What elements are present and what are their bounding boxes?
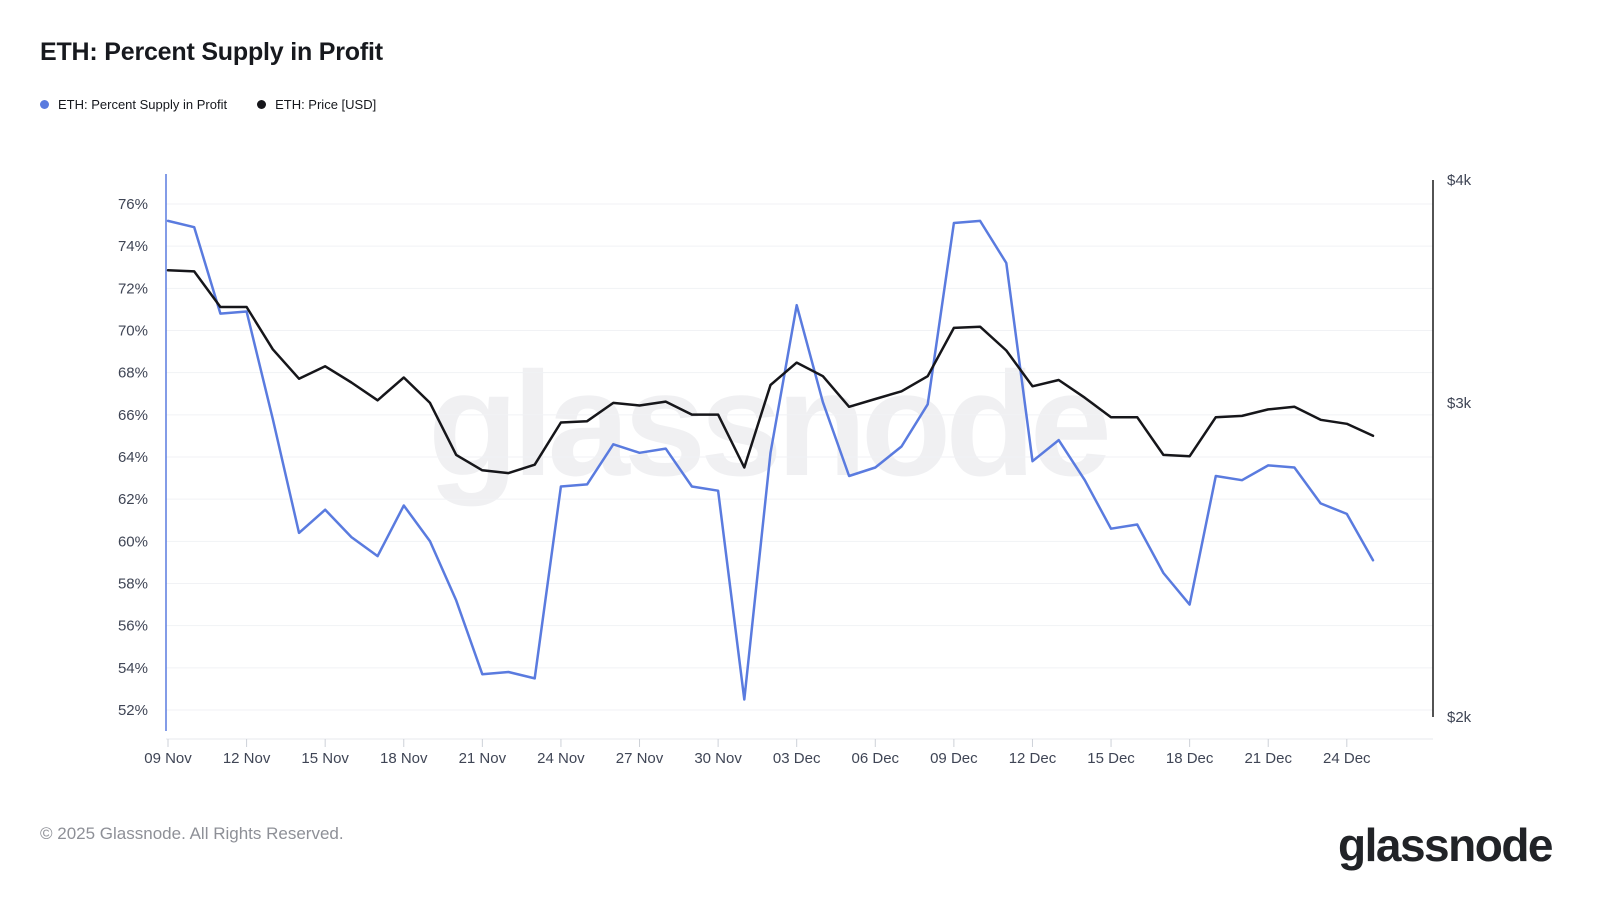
x-axis-tick-label: 27 Nov <box>616 750 664 767</box>
x-axis-tick-label: 18 Nov <box>380 750 428 767</box>
x-axis-tick-label: 30 Nov <box>694 750 742 767</box>
glassnode-logo: glassnode <box>1338 819 1554 871</box>
legend-item-price: ETH: Price [USD] <box>257 97 376 112</box>
x-axis-tick-label: 15 Nov <box>301 750 349 767</box>
legend-dot-blue-icon <box>40 100 49 109</box>
right-axis-tick-label: $4k <box>1447 172 1472 189</box>
left-axis-tick-label: 52% <box>118 702 148 719</box>
x-axis-tick-label: 09 Nov <box>144 750 192 767</box>
left-axis-tick-label: 56% <box>118 618 148 635</box>
left-axis-tick-label: 72% <box>118 280 148 297</box>
series-line-price[interactable] <box>166 269 1375 475</box>
x-axis-tick-label: 15 Dec <box>1087 750 1135 767</box>
x-axis-tick-label: 24 Nov <box>537 750 585 767</box>
legend-label: ETH: Percent Supply in Profit <box>58 97 228 112</box>
left-axis-tick-label: 74% <box>118 238 148 255</box>
x-axis-tick-label: 21 Dec <box>1244 750 1292 767</box>
legend-dot-black-icon <box>257 100 267 109</box>
left-axis-tick-label: 58% <box>118 575 148 592</box>
right-axis-tick-label: $3k <box>1447 395 1472 412</box>
left-axis-tick-label: 64% <box>118 449 148 466</box>
x-axis-tick-label: 21 Nov <box>459 750 507 767</box>
x-axis-tick-label: 12 Nov <box>223 750 271 767</box>
left-axis-tick-label: 76% <box>118 196 148 213</box>
left-axis-tick-label: 66% <box>118 407 148 424</box>
right-axis-tick-label: $2k <box>1447 709 1472 726</box>
legend-item-supply-in-profit: ETH: Percent Supply in Profit <box>40 97 227 112</box>
glassnode-watermark: glassnode <box>428 342 1112 507</box>
x-axis-tick-label: 18 Dec <box>1166 750 1214 767</box>
x-axis-tick-label: 03 Dec <box>773 750 821 767</box>
left-axis-tick-label: 68% <box>118 365 148 382</box>
x-axis-tick-label: 06 Dec <box>852 750 900 767</box>
series-line-supply-in-profit[interactable] <box>166 219 1375 701</box>
x-axis-tick-label: 12 Dec <box>1009 750 1057 767</box>
x-axis-tick-label: 09 Dec <box>930 750 978 767</box>
left-axis-tick-label: 60% <box>118 533 148 550</box>
chart-legend: ETH: Percent Supply in Profit ETH: Price… <box>40 97 376 112</box>
copyright-text: © 2025 Glassnode. All Rights Reserved. <box>40 824 344 843</box>
left-axis-tick-label: 70% <box>118 322 148 339</box>
legend-label: ETH: Price [USD] <box>275 97 377 112</box>
chart-title: ETH: Percent Supply in Profit <box>40 38 383 66</box>
left-axis-tick-label: 54% <box>118 660 148 677</box>
left-axis-tick-label: 62% <box>118 491 148 508</box>
x-axis-tick-label: 24 Dec <box>1323 750 1371 767</box>
